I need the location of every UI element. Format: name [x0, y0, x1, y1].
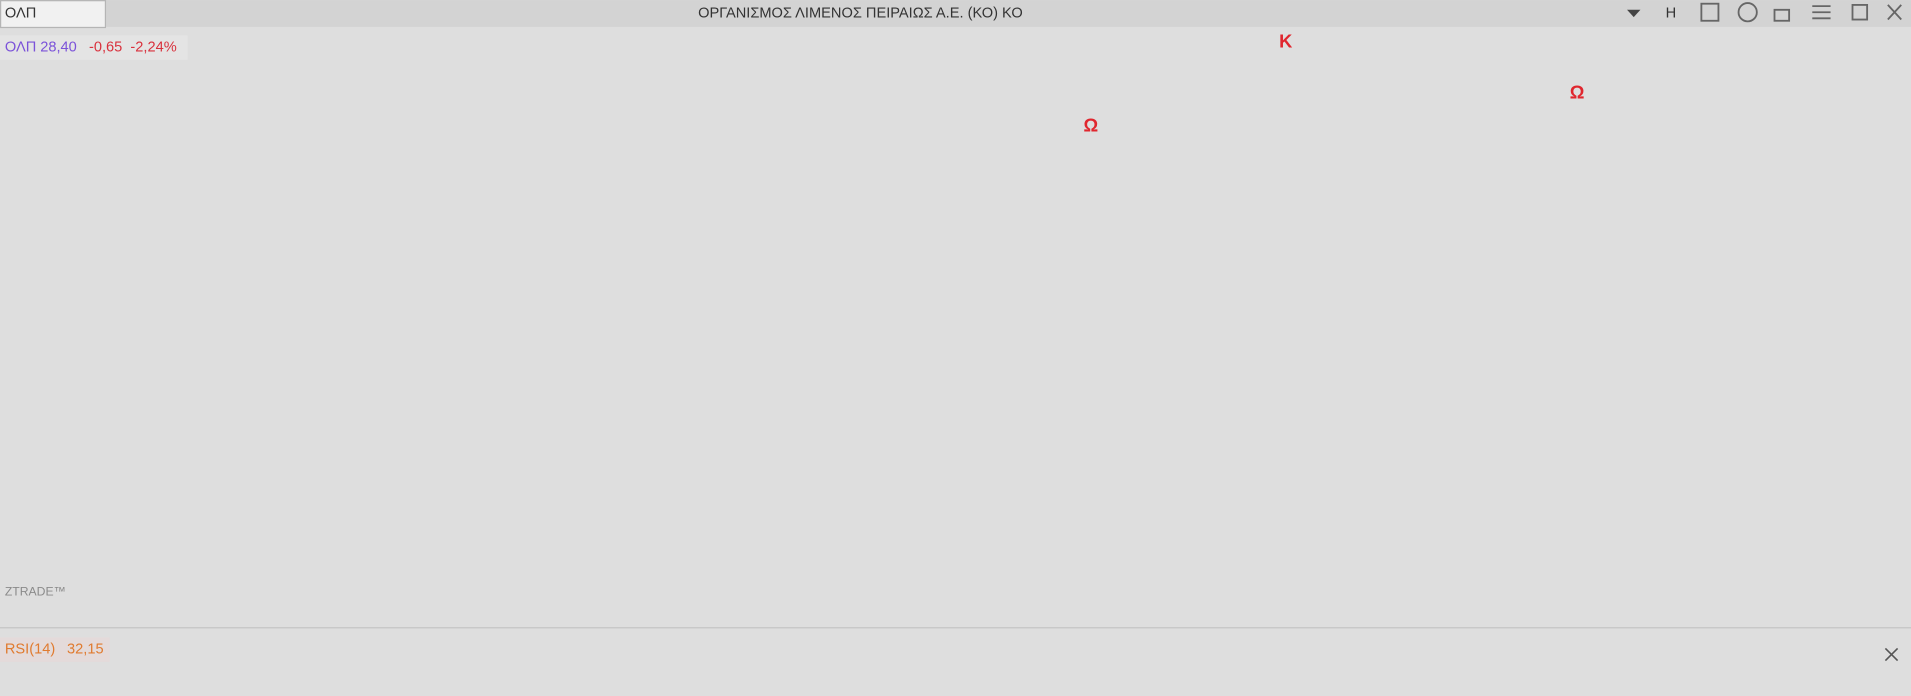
toolbar: [0, 0, 1911, 27]
lock-icon[interactable]: [1773, 8, 1791, 22]
legend-change-pct: -2,24%: [130, 39, 176, 55]
layout-icon[interactable]: [1700, 2, 1720, 22]
symbol-tab[interactable]: [0, 0, 107, 29]
legend-symbol: ΟΛΠ: [5, 39, 36, 55]
symbol-tab-text[interactable]: ΟΛΠ: [5, 5, 36, 21]
rsi-close-icon[interactable]: [1884, 647, 1899, 662]
annotation: Ω: [1570, 82, 1585, 103]
interval-button[interactable]: H: [1666, 5, 1677, 21]
rsi-name: RSI(14): [5, 642, 55, 658]
menu-icon[interactable]: [1812, 5, 1831, 20]
dropdown-icon[interactable]: [1627, 9, 1641, 18]
rsi-legend-box: [0, 637, 110, 662]
comment-icon[interactable]: [1737, 2, 1758, 23]
rsi-value: 32,15: [67, 642, 104, 658]
watermark: ZTRADE™: [5, 585, 66, 599]
annotation: Ω: [1083, 115, 1098, 136]
restore-icon[interactable]: [1851, 4, 1869, 21]
legend-last: 28,40: [40, 39, 77, 55]
annotation: Κ: [1279, 31, 1293, 52]
legend-change: -0,65: [89, 39, 122, 55]
window-title: ΟΡΓΑΝΙΣΜΟΣ ΛΙΜΕΝΟΣ ΠΕΙΡΑΙΩΣ Α.Ε. (ΚΟ) ΚΟ: [698, 5, 1023, 21]
legend-box: [0, 35, 188, 60]
toolbar-icons: [1700, 2, 1902, 23]
close-icon[interactable]: [1887, 4, 1902, 21]
